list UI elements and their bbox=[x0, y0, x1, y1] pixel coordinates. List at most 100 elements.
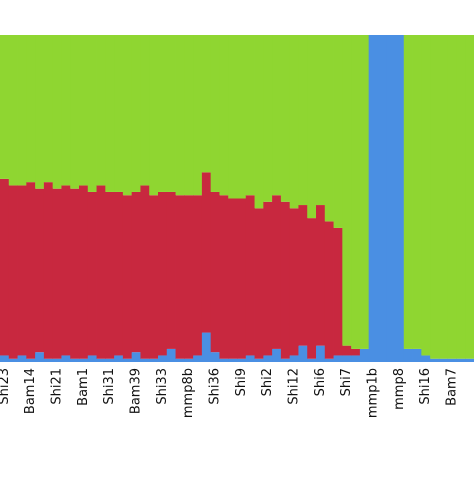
bar-segment bbox=[254, 208, 264, 359]
bar-segment bbox=[52, 358, 62, 362]
bar-segment bbox=[245, 35, 255, 196]
x-tick-label: Bam39 bbox=[129, 368, 144, 414]
bar-segment bbox=[35, 35, 45, 189]
bar-segment bbox=[193, 35, 203, 196]
bar-segment bbox=[158, 191, 168, 356]
x-tick-label: Bam14 bbox=[23, 368, 38, 414]
bar-segment bbox=[307, 358, 317, 362]
bar-segment bbox=[219, 35, 229, 196]
bar-segment bbox=[237, 35, 247, 199]
bar-segment bbox=[263, 35, 273, 202]
bar-segment bbox=[263, 355, 273, 362]
bar-segment bbox=[0, 355, 10, 362]
bar-segment bbox=[17, 35, 27, 186]
bar-segment bbox=[307, 218, 317, 359]
bar-segment bbox=[122, 195, 133, 359]
bar-segment bbox=[87, 191, 97, 356]
bar-segment bbox=[438, 35, 449, 359]
bar-segment bbox=[210, 352, 220, 362]
x-tick-label: mmp8b bbox=[181, 368, 196, 418]
x-tick-label: Bam7 bbox=[445, 368, 460, 406]
bar-segment bbox=[175, 358, 185, 362]
bar-segment bbox=[52, 35, 62, 189]
bar-segment bbox=[263, 201, 273, 356]
bar-segment bbox=[87, 35, 97, 192]
bar-segment bbox=[421, 355, 431, 362]
bar-segment bbox=[175, 195, 185, 359]
x-tick-label: Shi21 bbox=[50, 368, 65, 405]
bar-segment bbox=[289, 208, 299, 356]
bar-segment bbox=[166, 191, 176, 349]
bar-segment bbox=[342, 35, 352, 346]
bar-segment bbox=[403, 35, 413, 349]
bar-segment bbox=[17, 355, 27, 362]
x-tick-label: Shi36 bbox=[208, 368, 223, 405]
bar-segment bbox=[0, 178, 10, 356]
bar-segment bbox=[131, 352, 141, 362]
bar-segment bbox=[43, 35, 54, 183]
bar-segment bbox=[114, 191, 124, 356]
bar-segment bbox=[210, 191, 220, 353]
bar-segment bbox=[193, 355, 203, 362]
bar-segment bbox=[316, 345, 326, 362]
bar-segment bbox=[298, 345, 308, 362]
bar-segment bbox=[149, 195, 159, 359]
bar-segment bbox=[351, 35, 361, 349]
bar-segment bbox=[26, 35, 36, 183]
bar-segment bbox=[359, 35, 370, 349]
bar-segment bbox=[386, 35, 396, 362]
bar-segment bbox=[184, 195, 194, 359]
bar-segment bbox=[70, 35, 80, 189]
bar-segment bbox=[79, 185, 89, 359]
bar-segment bbox=[43, 182, 54, 359]
bar-segment bbox=[254, 35, 264, 209]
x-tick-label: Shi23 bbox=[0, 368, 12, 405]
bar-segment bbox=[245, 195, 255, 356]
bar-segment bbox=[351, 348, 361, 356]
bar-segment bbox=[193, 195, 203, 356]
bar-segment bbox=[342, 355, 352, 362]
bar-segment bbox=[245, 355, 255, 362]
bar-segment bbox=[456, 35, 466, 359]
bar-segment bbox=[219, 358, 229, 362]
bar-segment bbox=[438, 358, 449, 362]
bar-segment bbox=[289, 355, 299, 362]
bar-segment bbox=[8, 35, 18, 186]
bar-segment bbox=[8, 185, 18, 359]
bar-segment bbox=[35, 188, 45, 353]
bar-segment bbox=[87, 355, 97, 362]
x-tick-label: Bam1 bbox=[76, 368, 91, 406]
x-tick-label: Shi6 bbox=[313, 368, 328, 396]
bar-segment bbox=[412, 348, 422, 362]
bar-segment bbox=[70, 188, 80, 359]
x-tick-label: Shi9 bbox=[234, 368, 249, 396]
bar-segment bbox=[289, 35, 299, 209]
bar-segment bbox=[158, 355, 168, 362]
bar-segment bbox=[403, 348, 413, 362]
bar-segment bbox=[17, 185, 27, 356]
bar-segment bbox=[114, 355, 124, 362]
bar-segment bbox=[79, 358, 89, 362]
bar-segment bbox=[351, 355, 361, 362]
bar-segment bbox=[43, 358, 54, 362]
bar-segment bbox=[210, 35, 220, 192]
bar-segment bbox=[140, 185, 150, 359]
bar-segment bbox=[430, 358, 440, 362]
x-tick-label: mmp1b bbox=[366, 368, 381, 418]
bar-segment bbox=[421, 35, 431, 356]
bar-segment bbox=[333, 227, 343, 356]
bar-segment bbox=[149, 358, 159, 362]
bar-segment bbox=[158, 35, 168, 192]
bar-segment bbox=[254, 358, 264, 362]
bar-segment bbox=[131, 191, 141, 353]
bar-segment bbox=[0, 35, 10, 179]
x-tick-label: Shi33 bbox=[155, 368, 170, 405]
bar-segment bbox=[316, 35, 326, 206]
bar-segment bbox=[184, 35, 194, 196]
bar-segment bbox=[298, 35, 308, 206]
bar-segment bbox=[333, 35, 343, 228]
bar-segment bbox=[307, 35, 317, 219]
bar-segment bbox=[96, 185, 106, 359]
bar-segment bbox=[140, 35, 150, 186]
